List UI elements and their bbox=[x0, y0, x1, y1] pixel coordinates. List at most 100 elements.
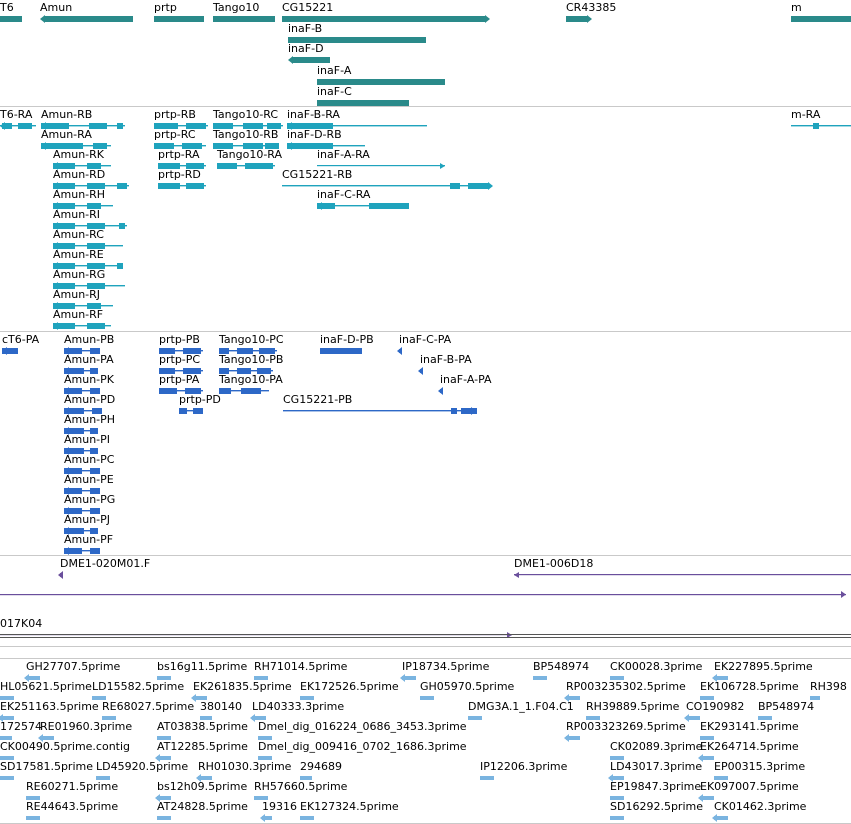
est-glyph bbox=[300, 816, 314, 820]
gene-label: inaF-C bbox=[317, 85, 352, 98]
est-glyph bbox=[468, 716, 482, 720]
gene-label: Tango10 bbox=[213, 1, 260, 14]
est-glyph bbox=[200, 716, 212, 720]
protein-glyph bbox=[64, 367, 98, 375]
transcript-label: Amun-RC bbox=[53, 228, 104, 241]
est-label: AT03838.5prime bbox=[157, 720, 248, 733]
est-glyph bbox=[300, 776, 312, 780]
protein-label: prtp-PB bbox=[159, 333, 200, 346]
est-glyph bbox=[564, 694, 580, 702]
protein-label: inaF-B-PA bbox=[420, 353, 472, 366]
transcript-label: prtp-RD bbox=[158, 168, 201, 181]
est-label: CK02089.3prime bbox=[610, 740, 703, 753]
est-glyph bbox=[810, 696, 820, 700]
est-glyph bbox=[300, 696, 314, 700]
est-label: EK264714.5prime bbox=[700, 740, 799, 753]
est-glyph bbox=[586, 716, 600, 720]
est-track: GH27707.5prime bs16g11.5prime RH71014.5pri… bbox=[0, 659, 851, 824]
transcript-label: inaF-B-RA bbox=[287, 108, 340, 121]
gene-label: CR43385 bbox=[566, 1, 617, 14]
est-glyph bbox=[254, 676, 268, 680]
transcript-glyph bbox=[791, 123, 851, 129]
protein-glyph bbox=[64, 347, 100, 355]
gene-glyph bbox=[154, 16, 204, 22]
est-label: GH05970.5prime bbox=[420, 680, 515, 693]
protein-label: Amun-PI bbox=[64, 433, 111, 446]
est-glyph bbox=[155, 754, 171, 762]
transcript-label: Tango10-RC bbox=[213, 108, 279, 121]
gene-label: CG15221 bbox=[282, 1, 334, 14]
est-label: EK261835.5prime bbox=[193, 680, 292, 693]
gene-glyph bbox=[288, 37, 426, 43]
transcript-label: Amun-RA bbox=[41, 128, 92, 141]
est-glyph bbox=[700, 696, 714, 700]
bac-clone-glyph bbox=[0, 632, 512, 638]
est-label: 380140 bbox=[200, 700, 242, 713]
gene-label: inaF-B bbox=[288, 22, 323, 35]
transcript-glyph bbox=[287, 142, 365, 150]
transcript-glyph bbox=[53, 302, 113, 310]
est-label: EK172526.5prime bbox=[300, 680, 399, 693]
protein-glyph bbox=[159, 368, 203, 374]
gene-label: m bbox=[791, 1, 802, 14]
est-glyph bbox=[258, 736, 272, 740]
est-label: 19316 bbox=[262, 800, 297, 813]
track-divider bbox=[0, 555, 851, 556]
transcript-label: Amun-RH bbox=[53, 188, 106, 201]
transcript-glyph bbox=[53, 162, 111, 170]
est-label: DMG3A.1_1.F04.C1 bbox=[468, 700, 574, 713]
protein-glyph bbox=[64, 487, 100, 495]
bac-clone-label: DME1-020M01.F bbox=[60, 557, 151, 570]
transcript-glyph bbox=[154, 143, 206, 149]
transcript-label: Amun-RG bbox=[53, 268, 106, 281]
protein-glyph bbox=[64, 387, 100, 395]
transcript-glyph bbox=[213, 123, 283, 129]
protein-label: CG15221-PB bbox=[283, 393, 353, 406]
protein-label: Tango10-PB bbox=[219, 353, 284, 366]
transcript-glyph bbox=[213, 143, 279, 149]
est-label: CK00028.3prime bbox=[610, 660, 703, 673]
transcript-label: CG15221-RB bbox=[282, 168, 353, 181]
est-glyph bbox=[250, 714, 266, 722]
gene-glyph bbox=[791, 16, 851, 22]
transcript-label: Amun-RF bbox=[53, 308, 104, 321]
protein-label: Amun-PE bbox=[64, 473, 114, 486]
bac-clone-glyph bbox=[58, 571, 63, 579]
gene-glyph bbox=[282, 15, 490, 23]
bac-clone-label: 017K04 bbox=[0, 617, 43, 630]
protein-label: inaF-D-PB bbox=[320, 333, 374, 346]
est-label: AT24828.5prime bbox=[157, 800, 248, 813]
est-glyph bbox=[712, 814, 728, 822]
protein-label: Amun-PF bbox=[64, 533, 114, 546]
est-glyph bbox=[26, 796, 40, 800]
est-glyph bbox=[684, 714, 700, 722]
gene-label: inaF-A bbox=[317, 64, 352, 77]
gene-glyph bbox=[288, 56, 330, 64]
bac-clone-track: DME1-020M01.F DME1-006D18 017K04 bbox=[0, 556, 851, 640]
protein-glyph bbox=[64, 467, 100, 475]
transcript-label: Tango10-RB bbox=[213, 128, 279, 141]
est-label: CO190982 bbox=[686, 700, 745, 713]
transcript-label: Amun-RJ bbox=[53, 288, 101, 301]
protein-glyph bbox=[219, 368, 273, 374]
bac-clone-span[interactable] bbox=[0, 590, 851, 600]
est-label: CK00490.5prime.contig bbox=[0, 740, 131, 753]
protein-glyph bbox=[64, 527, 98, 535]
protein-label: prtp-PA bbox=[159, 373, 200, 386]
est-label: BP548974 bbox=[533, 660, 590, 673]
est-label: RE44643.5prime bbox=[26, 800, 119, 813]
est-glyph bbox=[0, 714, 14, 722]
gene-glyph bbox=[40, 15, 133, 23]
est-glyph bbox=[260, 814, 272, 822]
transcript-glyph bbox=[41, 142, 111, 150]
protein-glyph bbox=[219, 388, 269, 394]
transcript-label: Amun-RE bbox=[53, 248, 104, 261]
protein-glyph bbox=[64, 507, 100, 515]
est-glyph bbox=[254, 796, 268, 800]
protein-label: Amun-PD bbox=[64, 393, 116, 406]
est-label: IP18734.5prime bbox=[402, 660, 490, 673]
protein-glyph bbox=[219, 348, 277, 354]
transcript-label: T6-RA bbox=[0, 108, 33, 121]
est-glyph bbox=[700, 736, 714, 740]
protein-label: Amun-PH bbox=[64, 413, 116, 426]
